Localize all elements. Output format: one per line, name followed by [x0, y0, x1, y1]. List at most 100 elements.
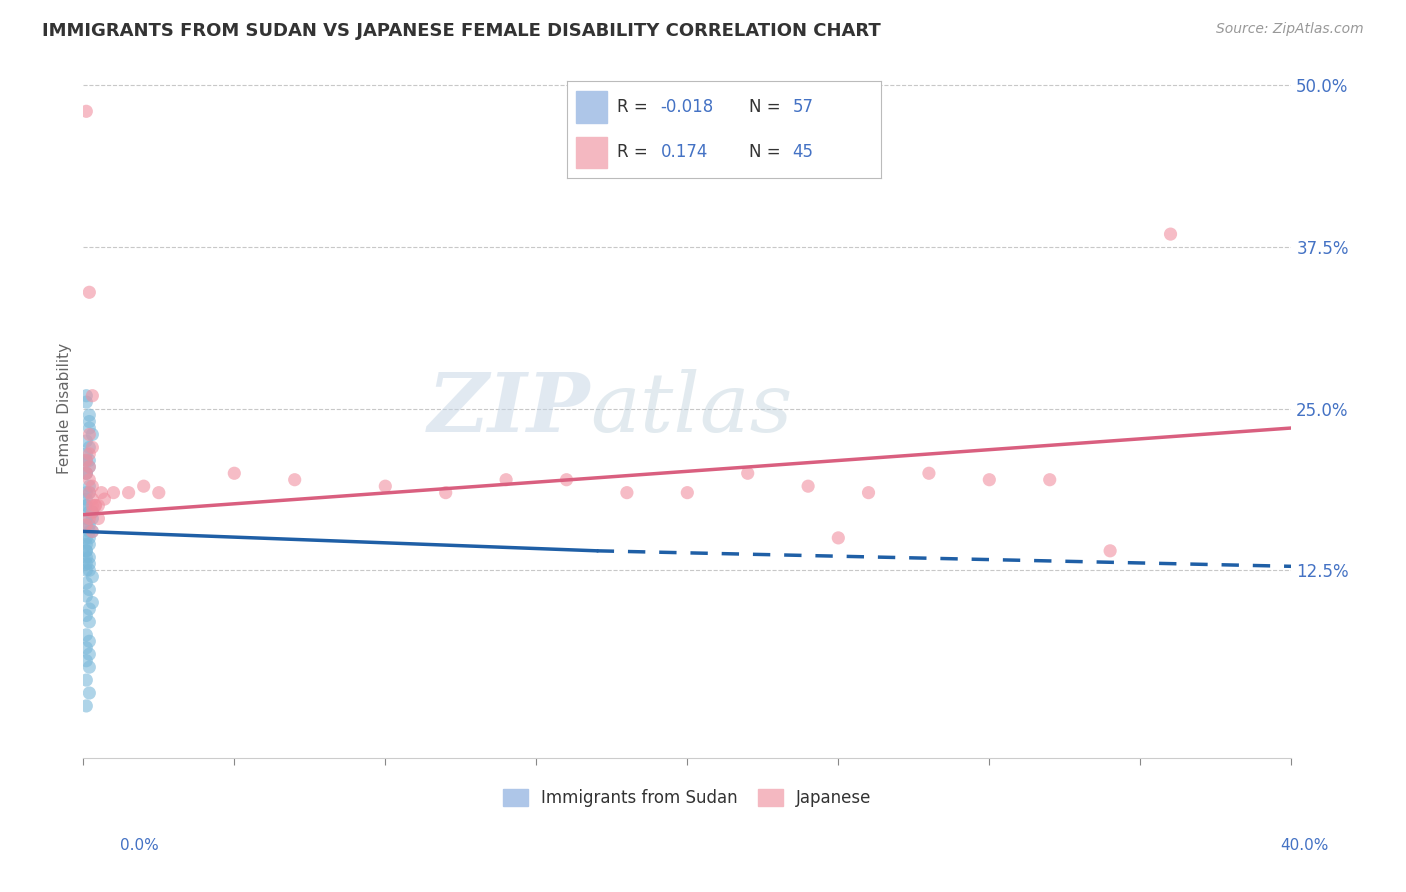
Point	[75, 544, 97, 558]
Point	[75, 550, 97, 565]
Point	[918, 467, 941, 481]
Point	[82, 492, 104, 507]
Point	[75, 673, 97, 687]
Point	[75, 395, 97, 409]
Point	[858, 485, 880, 500]
Point	[79, 647, 101, 661]
Text: ZIP: ZIP	[427, 368, 591, 449]
Point	[75, 589, 97, 603]
Point	[1160, 227, 1182, 241]
Point	[82, 505, 104, 519]
Point	[75, 511, 97, 525]
Point	[75, 467, 97, 481]
Point	[84, 499, 107, 513]
Point	[75, 518, 97, 533]
Point	[75, 544, 97, 558]
Point	[132, 479, 155, 493]
Point	[79, 485, 101, 500]
Point	[495, 473, 517, 487]
Point	[87, 499, 110, 513]
Point	[979, 473, 1001, 487]
Point	[75, 576, 97, 591]
Point	[75, 499, 97, 513]
Point	[75, 537, 97, 551]
Point	[79, 531, 101, 545]
Point	[1039, 473, 1062, 487]
Point	[82, 505, 104, 519]
Point	[103, 485, 125, 500]
Point	[737, 467, 759, 481]
Point	[90, 485, 112, 500]
Point	[79, 408, 101, 422]
Point	[82, 441, 104, 455]
Point	[75, 434, 97, 448]
Point	[79, 479, 101, 493]
Point	[75, 389, 97, 403]
Point	[82, 524, 104, 539]
Point	[79, 550, 101, 565]
Point	[75, 640, 97, 655]
Point	[75, 447, 97, 461]
Point	[75, 467, 97, 481]
Point	[79, 686, 101, 700]
Point	[434, 485, 457, 500]
Text: 0.0%: 0.0%	[120, 838, 159, 854]
Point	[82, 389, 104, 403]
Point	[79, 473, 101, 487]
Point	[79, 285, 101, 300]
Point	[79, 563, 101, 577]
Point	[148, 485, 170, 500]
Point	[79, 511, 101, 525]
Point	[79, 582, 101, 597]
Point	[79, 660, 101, 674]
Point	[797, 479, 820, 493]
Point	[87, 511, 110, 525]
Point	[374, 479, 396, 493]
Point	[75, 453, 97, 467]
Point	[117, 485, 139, 500]
Point	[555, 473, 578, 487]
Point	[75, 698, 97, 713]
Point	[93, 492, 115, 507]
Point	[79, 453, 101, 467]
Y-axis label: Female Disability: Female Disability	[58, 343, 72, 475]
Text: 40.0%: 40.0%	[1281, 838, 1329, 854]
Point	[79, 634, 101, 648]
Point	[84, 499, 107, 513]
Point	[75, 654, 97, 668]
Point	[79, 557, 101, 571]
Point	[79, 518, 101, 533]
Point	[75, 563, 97, 577]
Point	[75, 492, 97, 507]
Point	[827, 531, 849, 545]
Point	[75, 608, 97, 623]
Point	[79, 505, 101, 519]
Point	[79, 602, 101, 616]
Point	[79, 485, 101, 500]
Point	[82, 524, 104, 539]
Point	[79, 427, 101, 442]
Text: IMMIGRANTS FROM SUDAN VS JAPANESE FEMALE DISABILITY CORRELATION CHART: IMMIGRANTS FROM SUDAN VS JAPANESE FEMALE…	[42, 22, 882, 40]
Point	[616, 485, 638, 500]
Point	[79, 415, 101, 429]
Legend: Immigrants from Sudan, Japanese: Immigrants from Sudan, Japanese	[495, 780, 880, 815]
Point	[79, 524, 101, 539]
Point	[75, 531, 97, 545]
Point	[79, 615, 101, 629]
Point	[82, 479, 104, 493]
Point	[79, 537, 101, 551]
Point	[676, 485, 699, 500]
Text: atlas: atlas	[591, 368, 793, 449]
Text: Source: ZipAtlas.com: Source: ZipAtlas.com	[1216, 22, 1364, 37]
Point	[75, 453, 97, 467]
Point	[82, 499, 104, 513]
Point	[75, 518, 97, 533]
Point	[224, 467, 246, 481]
Point	[79, 459, 101, 474]
Point	[79, 447, 101, 461]
Point	[75, 557, 97, 571]
Point	[79, 441, 101, 455]
Point	[82, 427, 104, 442]
Point	[82, 569, 104, 583]
Point	[79, 459, 101, 474]
